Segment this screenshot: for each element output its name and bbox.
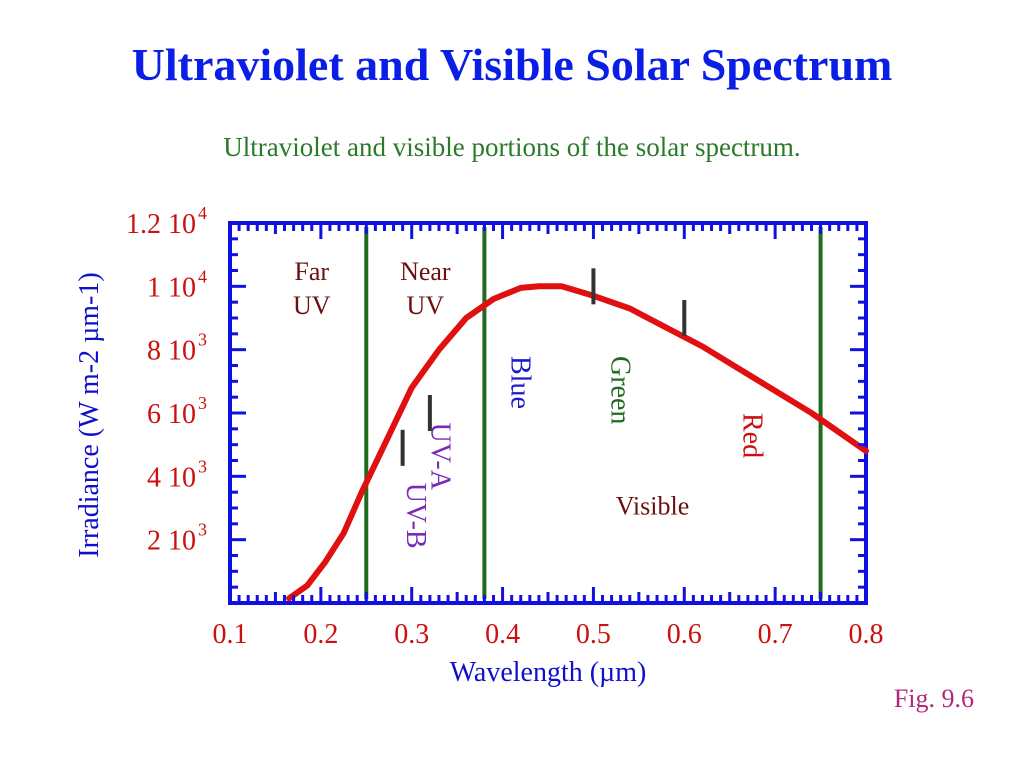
y-tick-label: 4 10 xyxy=(147,462,196,493)
y-tick-label: 6 10 xyxy=(147,399,196,430)
y-tick-exponent: 4 xyxy=(198,266,207,286)
x-tick-label: 0.1 xyxy=(213,619,248,650)
region-label: Blue xyxy=(505,356,536,409)
region-label: Near UV xyxy=(400,257,451,320)
y-tick-exponent: 3 xyxy=(198,393,207,413)
x-tick-label: 0.8 xyxy=(849,619,884,650)
x-tick-label: 0.2 xyxy=(303,619,338,650)
region-label: Far UV xyxy=(293,257,331,320)
y-tick-label: 2 10 xyxy=(147,526,196,557)
x-tick-label: 0.7 xyxy=(758,619,793,650)
figure-label: Fig. 9.6 xyxy=(893,684,974,713)
slide-title: Ultraviolet and Visible Solar Spectrum xyxy=(131,39,893,90)
x-tick-label: 0.5 xyxy=(576,619,611,650)
region-label: Green xyxy=(605,356,636,424)
y-tick-label: 8 10 xyxy=(147,336,196,367)
y-tick-exponent: 3 xyxy=(198,330,207,350)
region-label: Red xyxy=(736,413,767,458)
y-tick-exponent: 3 xyxy=(198,520,207,540)
y-tick-label: 1.2 10 xyxy=(126,209,196,240)
x-axis-label: Wavelength (µm) xyxy=(450,657,647,688)
region-label: Visible xyxy=(616,491,690,520)
x-tick-label: 0.6 xyxy=(667,619,702,650)
y-tick-label: 1 10 xyxy=(147,272,196,303)
x-tick-label: 0.3 xyxy=(394,619,429,650)
region-label: UV-B xyxy=(400,483,431,549)
irradiance-curve xyxy=(286,283,869,602)
y-axis-label: Irradiance (W m-2 µm-1) xyxy=(74,272,105,557)
y-tick-exponent: 4 xyxy=(198,203,207,223)
region-label: UV-A xyxy=(425,423,456,491)
x-tick-label: 0.4 xyxy=(485,619,520,650)
slide-subtitle: Ultraviolet and visible portions of the … xyxy=(223,132,801,162)
y-tick-exponent: 3 xyxy=(198,456,207,476)
